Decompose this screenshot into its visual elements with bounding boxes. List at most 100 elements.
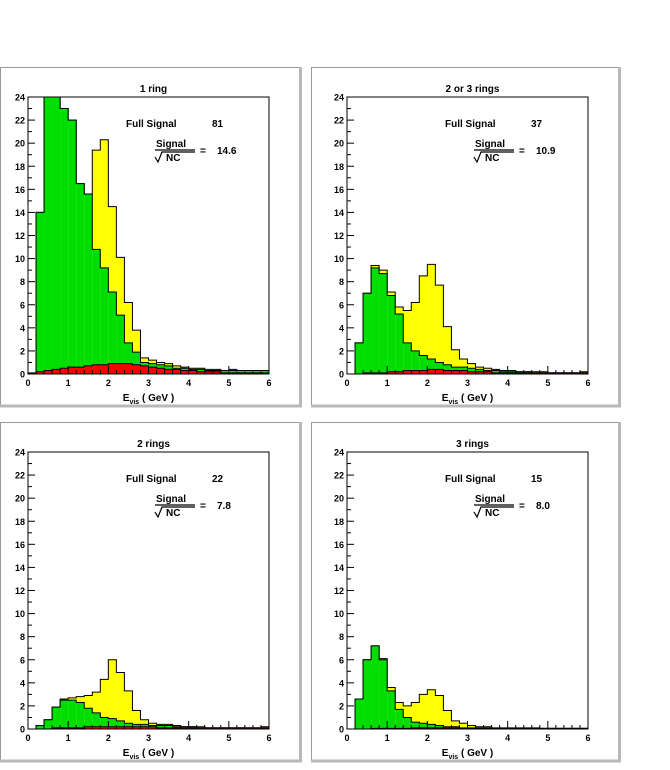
histogram-bin (52, 369, 61, 374)
histogram-bin (451, 720, 460, 729)
histogram-bin (379, 273, 388, 374)
histogram-bin (124, 690, 133, 729)
equals-sign: = (519, 501, 525, 512)
histogram-bin (411, 702, 420, 729)
panel-border-shadow (0, 422, 302, 763)
histogram-bin (411, 722, 420, 729)
histogram-bin (355, 342, 364, 374)
y-tick-label: 20 (15, 494, 25, 504)
x-tick-label: 6 (266, 378, 271, 388)
x-tick-label: 3 (465, 733, 470, 743)
y-tick-label: 18 (334, 517, 344, 527)
x-axis-label: Evis ( GeV ) (442, 393, 493, 406)
x-tick-label: 0 (344, 733, 349, 743)
histogram-bin (100, 364, 109, 374)
panel-border (311, 422, 621, 762)
full-signal-value: 22 (212, 474, 224, 485)
sqrt-symbol (154, 506, 195, 519)
histogram-bin (427, 689, 436, 729)
histogram-bin (531, 372, 540, 374)
histogram-bin (108, 659, 117, 729)
y-tick-label: 16 (334, 185, 344, 195)
y-tick-label: 8 (20, 277, 25, 287)
histogram-bin (435, 362, 444, 374)
series-outline (347, 645, 588, 729)
histogram-bin (84, 726, 93, 729)
histogram-bin (387, 690, 396, 729)
panel-border (311, 67, 621, 407)
histogram-bin (411, 370, 420, 374)
histogram-bin (148, 726, 157, 729)
y-tick-label: 2 (339, 701, 344, 711)
x-tick-label: 1 (66, 733, 71, 743)
histogram-bin (212, 727, 221, 729)
series-outline (347, 263, 588, 374)
histogram-bin (164, 369, 173, 374)
y-tick-label: 2 (20, 701, 25, 711)
histogram-bin (459, 723, 468, 729)
y-tick-label: 12 (15, 231, 25, 241)
histogram-bin (124, 726, 133, 729)
ratio-numerator: Signal (156, 139, 186, 150)
histogram-bin (387, 371, 396, 374)
histogram-bin (427, 264, 436, 374)
histogram-bin (220, 372, 229, 374)
ratio-denominator: NC (166, 508, 180, 519)
series-outline (28, 97, 269, 374)
panel-title: 2 or 3 rings (446, 84, 500, 95)
histogram-bin (116, 672, 125, 729)
y-tick-label: 0 (20, 370, 25, 380)
y-tick-label: 4 (339, 323, 344, 333)
histogram-bin (579, 372, 588, 374)
x-tick-label: 0 (25, 733, 30, 743)
y-tick-label: 6 (339, 655, 344, 665)
histogram-bin (403, 310, 412, 374)
y-tick-label: 22 (334, 116, 344, 126)
signal-annotation: Full Signal 81 Signal NC = 14.6 (126, 119, 237, 164)
histogram-bin (379, 659, 388, 729)
y-tick-label: 8 (20, 632, 25, 642)
histogram-bin (260, 372, 269, 374)
histogram-bin (539, 372, 548, 374)
histogram-bin (571, 372, 580, 374)
histogram-bin (395, 313, 404, 374)
x-tick-label: 5 (226, 378, 231, 388)
histogram-bin (44, 97, 53, 374)
panel-border-shadow (311, 422, 621, 763)
histogram-bars (28, 97, 269, 374)
histogram-bin (108, 726, 117, 729)
histogram-bin (148, 367, 157, 374)
histogram-bin (60, 368, 69, 374)
histogram-bin (60, 700, 69, 729)
y-tick-label: 24 (334, 93, 344, 103)
histogram-bin (124, 363, 133, 374)
histogram-bin (419, 723, 428, 729)
histogram-bin (196, 371, 205, 374)
histogram-bin (172, 727, 181, 729)
y-tick-label: 4 (20, 678, 25, 688)
histogram-bin (188, 727, 197, 729)
histogram-bin (443, 727, 452, 729)
histogram-bin (403, 342, 412, 374)
ratio-numerator: Signal (156, 494, 186, 505)
y-tick-label: 24 (334, 448, 344, 458)
y-tick-label: 6 (20, 655, 25, 665)
x-tick-label: 2 (106, 733, 111, 743)
x-axis: 0 1 2 3 4 5 6 (25, 366, 272, 388)
histogram-bin (228, 370, 237, 374)
x-tick-label: 1 (66, 378, 71, 388)
histogram-bin (523, 372, 532, 374)
histogram-bin (108, 292, 117, 374)
x-tick-label: 3 (465, 378, 470, 388)
histogram-bin (228, 727, 237, 729)
y-tick-label: 0 (339, 370, 344, 380)
x-tick-label: 6 (585, 378, 590, 388)
histogram-bin (44, 370, 53, 374)
histogram-bin (164, 727, 173, 729)
histogram-bin (36, 212, 45, 374)
x-tick-label: 6 (585, 733, 590, 743)
histogram-bin (180, 727, 189, 729)
